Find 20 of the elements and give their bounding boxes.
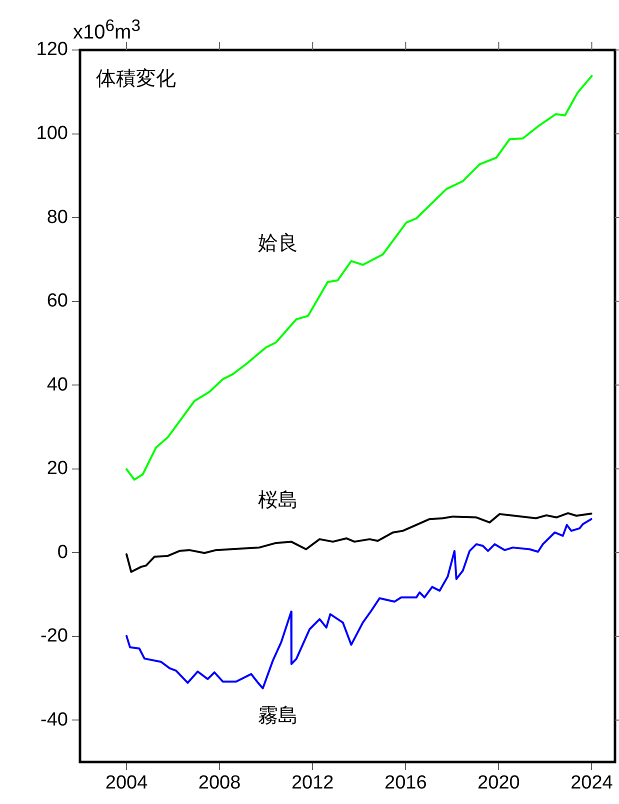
series-label: 霧島: [258, 705, 298, 728]
y-tick-label: 40: [46, 374, 68, 396]
x-tick-label: 2012: [291, 772, 334, 794]
y-tick-label: 120: [36, 39, 68, 60]
y-tick-label: 80: [46, 206, 68, 228]
text: 姶良: [258, 232, 298, 254]
x-tick-label: 2004: [105, 772, 148, 794]
y-tick-label: 100: [36, 123, 68, 144]
y-tick-label: -20: [40, 626, 68, 647]
y-tick-label: 0: [57, 542, 68, 563]
x-tick-label: 2020: [478, 772, 520, 794]
x-tick-label: 2024: [570, 772, 614, 794]
y-tick-label: 60: [46, 290, 68, 312]
text: 体積変化: [96, 67, 176, 90]
y-tick-label: 20: [46, 458, 68, 480]
y-tick-label: -40: [40, 709, 68, 730]
series-label: 桜島: [258, 490, 298, 512]
x-tick-label: 2016: [384, 772, 427, 794]
y-axis-title: x10$^{6}$m$^{3}$: [73, 15, 140, 45]
x-tick-label: 2008: [198, 772, 241, 794]
